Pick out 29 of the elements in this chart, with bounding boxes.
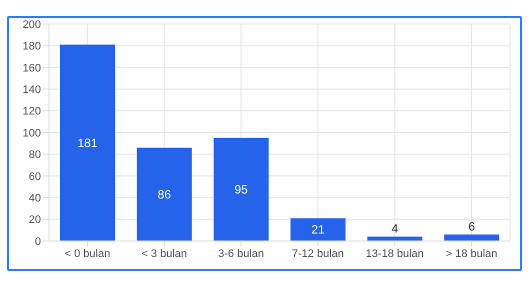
x-tick-label: 7-12 bulan: [292, 248, 344, 260]
y-tick-label: 120: [22, 106, 41, 118]
bar: [136, 148, 192, 241]
x-tick-label: > 18 bulan: [446, 248, 498, 260]
bar: [214, 138, 269, 241]
x-tick-label: 13-18 bulan: [366, 248, 424, 260]
y-tick-label: 100: [22, 127, 41, 140]
data-label: 181: [77, 136, 98, 150]
y-tick-label: 60: [28, 170, 41, 183]
y-tick-label: 40: [28, 192, 41, 205]
data-label: 6: [468, 219, 476, 234]
y-tick-label: 20: [28, 214, 41, 226]
x-tick-label: < 0 bulan: [64, 248, 110, 260]
bar: [60, 44, 115, 241]
data-label: 21: [311, 222, 325, 237]
data-label: 86: [158, 187, 172, 202]
y-tick-label: 80: [28, 149, 41, 162]
data-label: 95: [234, 182, 248, 196]
bar: [444, 234, 500, 241]
bar: [367, 236, 422, 241]
x-tick-label: < 3 bulan: [141, 248, 188, 260]
y-tick-label: 140: [22, 84, 41, 96]
data-label: 4: [391, 222, 398, 236]
x-tick-label: 3-6 bulan: [218, 248, 264, 260]
y-tick-label: 200: [22, 18, 41, 31]
y-tick-label: 180: [22, 40, 41, 53]
y-tick-label: 0: [34, 236, 41, 248]
y-tick-label: 160: [22, 62, 41, 74]
bar: [290, 218, 346, 241]
